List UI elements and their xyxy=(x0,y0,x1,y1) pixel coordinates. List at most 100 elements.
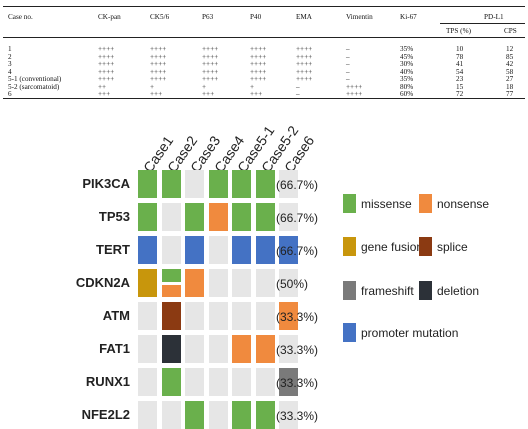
header-p40: P40 xyxy=(250,13,262,21)
mutation-cell-empty xyxy=(208,335,228,363)
header-ck-pan: CK-pan xyxy=(98,13,121,21)
table-cell-ema: ++++ xyxy=(296,75,313,83)
mutation-cell-empty xyxy=(185,170,204,198)
mutation-cell-missense xyxy=(185,203,204,231)
mutation-cell-promoter-mutation xyxy=(255,236,275,264)
table-cell-ema: ++++ xyxy=(296,67,313,76)
table-cell-p63: +++ xyxy=(202,90,215,98)
table-cell-cps: 77 xyxy=(506,90,514,98)
table-cell-p63: ++++ xyxy=(202,60,219,68)
mutation-cell-empty xyxy=(279,170,298,198)
table-cell-ck56: ++++ xyxy=(150,52,167,61)
table-cell-case: 1 xyxy=(8,45,12,53)
legend-swatch-gene-fusion xyxy=(343,237,356,256)
gene-label: PIK3CA xyxy=(82,176,130,191)
mutation-cell-empty xyxy=(279,203,298,231)
table-cell-ck56: ++++ xyxy=(150,75,167,83)
header-ki67: Ki-67 xyxy=(400,13,417,21)
table-cell-p40: + xyxy=(250,82,255,91)
header-cps: CPS xyxy=(504,27,517,35)
ihc-table: Case no. CK-pan CK5/6 P63 P40 EMA Viment… xyxy=(0,0,528,100)
table-cell-ck56: ++++ xyxy=(150,67,167,76)
table-cell-p40: ++++ xyxy=(250,60,267,68)
table-cell-p40: ++++ xyxy=(250,67,267,76)
mutation-cell-missense xyxy=(232,203,251,231)
legend-label: missense xyxy=(361,197,412,211)
mutation-cell-empty xyxy=(185,368,204,396)
mutation-cell-missense xyxy=(232,170,251,198)
gene-frequency-label: (33.3%) xyxy=(276,409,319,423)
mutation-cell-missense xyxy=(138,203,157,231)
mutation-cell-nonsense xyxy=(232,335,251,363)
table-cell-ki67: 35% xyxy=(400,75,414,83)
legend-swatch-deletion xyxy=(419,281,432,300)
table-cell-ki67: 35% xyxy=(400,45,414,53)
mutation-cell-empty xyxy=(208,368,228,396)
mutation-cell-promoter-mutation xyxy=(232,236,251,264)
table-cell-vimentin: ++++ xyxy=(346,90,363,98)
mutation-cell-empty xyxy=(208,302,228,330)
mutation-cell-empty xyxy=(232,368,251,396)
table-cell-ema: ++++ xyxy=(296,60,313,68)
table-cell-vimentin: – xyxy=(346,45,350,53)
table-cell-p63: ++++ xyxy=(202,45,219,53)
table-cell-ki67: 45% xyxy=(400,52,414,61)
gene-label: TERT xyxy=(96,242,130,257)
mutation-cell-nonsense xyxy=(161,284,181,297)
mutation-cell-empty xyxy=(185,335,204,363)
legend-swatch-splice xyxy=(419,237,432,256)
table-cell-ck56: +++ xyxy=(150,90,163,98)
table-cell-ck-pan: ++++ xyxy=(98,45,115,53)
table-cell-ck56: ++++ xyxy=(150,45,167,53)
table-cell-ck-pan: ++++ xyxy=(98,75,115,83)
mutation-cell-deletion xyxy=(161,335,181,363)
table-cell-ck56: ++++ xyxy=(150,60,167,68)
table-cell-ki67: 60% xyxy=(400,90,414,98)
gene-label: CDKN2A xyxy=(75,275,130,290)
table-cell-vimentin: ++++ xyxy=(346,82,363,91)
table-cell-ck-pan: ++++ xyxy=(98,60,115,68)
table-cell-vimentin: – xyxy=(346,52,350,61)
table-cell-ki67: 30% xyxy=(400,60,414,68)
mutation-cell-promoter-mutation xyxy=(138,236,157,264)
table-cell-ck-pan: ++++ xyxy=(98,67,115,76)
legend-label: frameshift xyxy=(361,284,414,298)
mutation-cell-nonsense xyxy=(255,335,275,363)
table-cell-case: 2 xyxy=(8,52,12,61)
table-cell-tps: 72 xyxy=(456,90,464,98)
mutation-cell-empty xyxy=(138,401,157,429)
table-cell-ema: ++++ xyxy=(296,45,313,53)
table-cell-p40: ++++ xyxy=(250,52,267,61)
table-header-rule xyxy=(3,37,525,38)
table-cell-ck56: + xyxy=(150,82,155,91)
mutation-cell-empty xyxy=(208,236,228,264)
mutation-cell-empty xyxy=(138,368,157,396)
table-cell-p40: ++++ xyxy=(250,75,267,83)
legend-label: deletion xyxy=(437,284,480,298)
mutation-cell-frameshift xyxy=(279,368,298,396)
mutation-cell-empty xyxy=(138,302,157,330)
mutation-cell-empty xyxy=(232,269,251,297)
header-ck56: CK5/6 xyxy=(150,13,170,21)
mutation-cell-missense xyxy=(255,203,275,231)
legend-label: promoter mutation xyxy=(361,326,459,340)
table-cell-cps: 85 xyxy=(506,52,514,61)
table-cell-cps: 42 xyxy=(506,60,514,68)
mutation-cell-missense xyxy=(138,170,157,198)
table-cell-ck-pan: +++ xyxy=(98,90,111,98)
mutation-cell-empty xyxy=(185,302,204,330)
mutation-cell-missense xyxy=(185,401,204,429)
gene-frequency-label: (33.3%) xyxy=(276,343,319,357)
gene-label: FAT1 xyxy=(99,341,130,356)
table-bottom-rule xyxy=(3,98,525,99)
table-cell-p63: ++++ xyxy=(202,52,219,61)
table-cell-tps: 23 xyxy=(456,75,464,83)
table-cell-ema: – xyxy=(296,90,300,98)
header-ema: EMA xyxy=(296,13,312,21)
mutation-cell-missense xyxy=(208,170,228,198)
header-case-no: Case no. xyxy=(8,13,33,21)
gene-label: RUNX1 xyxy=(85,374,130,389)
gene-frequency-label: (33.3%) xyxy=(276,376,319,390)
table-cell-p63: ++++ xyxy=(202,75,219,83)
table-cell-vimentin: – xyxy=(346,60,350,68)
